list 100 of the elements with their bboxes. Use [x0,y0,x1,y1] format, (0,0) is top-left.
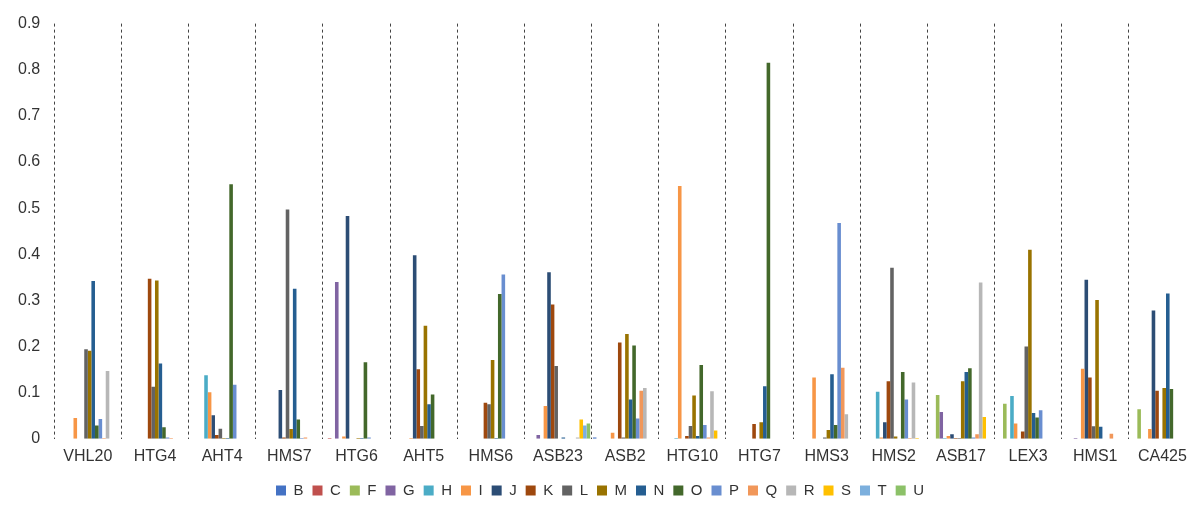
legend-label: J [509,480,517,498]
bar [763,386,767,439]
bar [900,371,905,439]
bar [154,280,159,439]
bar [1003,403,1007,439]
bar [1035,417,1039,439]
y-tick-label: 0.9 [17,14,41,32]
x-tick-label: ASB17 [936,446,986,464]
x-tick-label: HTG10 [666,446,719,464]
x-tick-label: HMS1 [1073,446,1118,464]
bar [73,418,78,439]
legend-label: U [913,480,925,498]
bar [883,422,887,439]
bar [632,345,636,439]
bar [1095,299,1099,439]
x-tick-label: CA425 [1137,446,1187,464]
legend-label: N [653,480,665,498]
bar [296,419,301,439]
bar [699,364,704,439]
x-tick-label: VHL20 [63,446,113,464]
y-tick-label: 0.1 [17,383,41,401]
legend-label: B [293,480,304,498]
legend-label: Q [765,480,778,498]
legend-label: K [543,480,554,498]
legend-label: T [877,480,887,498]
bar [950,434,954,439]
bar [536,435,541,439]
bar [420,425,424,439]
legend-label: R [803,480,815,498]
bar [1162,388,1166,439]
bar [427,404,431,439]
bar [890,267,894,439]
bar [554,365,558,439]
x-tick-label: HMS2 [871,446,917,464]
bar [497,293,502,439]
legend-label: O [690,480,703,498]
bar [617,342,622,439]
bar [639,390,644,439]
legend-label: H [441,480,452,498]
bar [837,222,841,439]
bar [1028,249,1032,439]
bar [162,427,166,439]
y-tick-label: 0.3 [17,290,41,308]
bar [583,425,587,439]
bar [975,434,979,439]
x-tick-label: HMS6 [468,446,514,464]
bar [1020,431,1025,439]
bar [710,391,714,439]
bar [334,281,339,439]
bar [211,415,215,439]
bar [703,424,707,439]
bar [1137,409,1141,439]
bar [1080,368,1085,439]
bar [416,369,421,439]
x-tick-label: AHT4 [201,446,243,464]
bar [1148,429,1152,439]
bar [939,412,944,439]
y-tick-label: 0 [31,429,41,447]
x-tick-label: LEX3 [1008,446,1048,464]
legend-label: L [579,480,589,498]
y-tick-label: 0.5 [17,198,41,216]
x-tick-label: HMS3 [804,446,849,464]
bar [677,185,682,439]
bar [830,374,834,439]
x-tick-label: ASB2 [604,446,646,464]
bar [487,404,491,439]
bar [840,367,845,439]
bar [547,272,551,439]
bar [94,425,99,439]
bar [579,419,584,439]
legend-label: G [402,480,415,498]
x-tick-label: HTG4 [133,446,177,464]
legend-label: S [841,480,852,498]
bar [692,395,696,439]
bar [1010,395,1014,439]
y-tick-label: 0.8 [17,60,41,78]
bar [960,381,965,439]
bar [982,417,987,439]
bar [625,334,629,439]
bar [91,281,95,439]
bar [643,388,647,439]
y-tick-label: 0.6 [17,152,41,170]
y-tick-label: 0.2 [17,336,41,354]
bar [214,435,219,439]
bar [289,429,293,439]
legend-label: M [614,480,628,498]
bar [968,368,972,439]
x-tick-label: HTG6 [335,446,378,464]
bar [229,184,233,439]
legend-label: I [478,480,483,498]
x-tick-label: ASB23 [533,446,583,464]
x-tick-label: AHT5 [403,446,445,464]
bar [1088,377,1092,439]
x-tick-label: HMS7 [267,446,312,464]
bar [342,436,346,439]
bar [812,377,816,439]
bar [151,386,155,439]
bar [204,375,208,439]
legend-label: F [367,480,377,498]
y-tick-label: 0.7 [17,106,41,124]
